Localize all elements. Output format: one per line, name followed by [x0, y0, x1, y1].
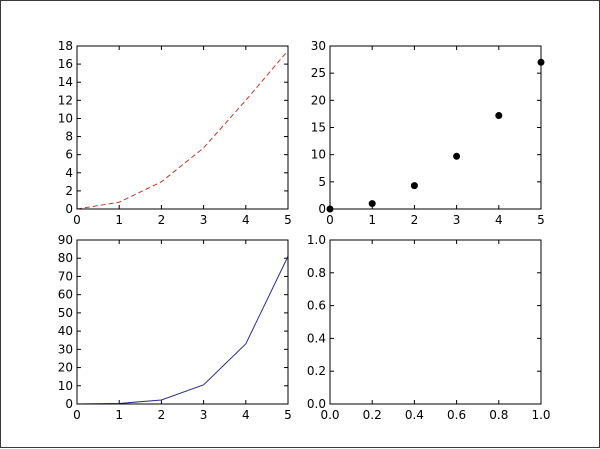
y-tick-label: 8	[65, 130, 73, 144]
scatter-point	[453, 152, 461, 160]
x-tick-label: 0.8	[489, 408, 508, 422]
x-tick-label: 2	[411, 213, 419, 227]
x-tick-label: 4	[242, 408, 250, 422]
x-tick-label: 3	[200, 408, 208, 422]
x-tick-label: 3	[453, 213, 461, 227]
x-tick-label: 3	[200, 213, 208, 227]
y-tick-label: 12	[58, 93, 73, 107]
y-tick-label: 0	[318, 202, 326, 216]
axes-frame	[76, 45, 289, 210]
y-tick-label: 80	[58, 251, 73, 265]
y-tick-label: 10	[58, 111, 73, 125]
scatter-subplot: 0 1 2 3 4 5 0 5 10 15 20 25 30	[311, 39, 545, 227]
series-line	[76, 50, 289, 210]
y-tick-label: 4	[65, 166, 73, 180]
x-tick-label: 0.2	[363, 408, 382, 422]
y-tick-label: 0.6	[307, 299, 326, 313]
y-tick-label: 60	[58, 288, 73, 302]
x-tick-label: 1.0	[531, 408, 550, 422]
scatter-point	[368, 200, 376, 208]
scatter-point	[495, 112, 503, 120]
axes-frame	[329, 45, 542, 210]
y-tick-label: 1.0	[307, 233, 326, 247]
y-tick-label: 20	[311, 93, 326, 107]
x-tick-label: 4	[242, 213, 250, 227]
y-tick-label: 20	[58, 361, 73, 375]
y-tick-label: 14	[58, 75, 73, 89]
y-tick-label: 30	[58, 342, 73, 356]
y-tick-label: 10	[58, 379, 73, 393]
x-tick-label: 0	[73, 408, 81, 422]
x-tick-label: 1	[368, 213, 376, 227]
x-tick-label: 0	[73, 213, 81, 227]
y-tick-label: 2	[65, 184, 73, 198]
x-tick-label: 5	[284, 213, 292, 227]
axes-frame	[329, 239, 542, 405]
x-tick-label: 1	[115, 408, 123, 422]
empty-subplot: 0.0 0.2 0.4 0.6 0.8 1.0 0.0 0.2 0.4 0.6 0.8 1.0	[307, 233, 551, 422]
x-tick-label: 1	[115, 213, 123, 227]
y-tick-label: 0.2	[307, 364, 326, 378]
y-tick-label: 0	[65, 397, 73, 411]
y-tick-label: 0	[65, 202, 73, 216]
x-tick-label: 0.4	[405, 408, 424, 422]
y-tick-label: 90	[58, 233, 73, 247]
x-tick-label: 5	[537, 213, 545, 227]
y-tick-label: 18	[58, 39, 73, 53]
x-tick-label: 4	[495, 213, 503, 227]
x-tick-label: 0.0	[320, 408, 339, 422]
axes-frame	[76, 239, 289, 405]
x-tick-label: 0.6	[447, 408, 466, 422]
y-tick-label: 0.0	[307, 397, 326, 411]
y-tick-label: 0.4	[307, 331, 326, 345]
y-tick-label: 70	[58, 269, 73, 283]
y-tick-label: 30	[311, 39, 326, 53]
y-tick-label: 6	[65, 148, 73, 162]
scatter-point	[410, 182, 418, 190]
y-tick-label: 50	[58, 306, 73, 320]
y-tick-label: 25	[311, 66, 326, 80]
series-line	[76, 256, 289, 405]
y-tick-label: 16	[58, 57, 73, 71]
x-tick-label: 5	[284, 408, 292, 422]
x-tick-label: 2	[158, 213, 166, 227]
y-tick-label: 5	[318, 175, 326, 189]
y-tick-label: 0.8	[307, 266, 326, 280]
y-tick-label: 10	[311, 148, 326, 162]
y-tick-label: 15	[311, 121, 326, 135]
x-tick-label: 0	[326, 213, 334, 227]
x-tick-label: 2	[158, 408, 166, 422]
y-tick-label: 40	[58, 324, 73, 338]
